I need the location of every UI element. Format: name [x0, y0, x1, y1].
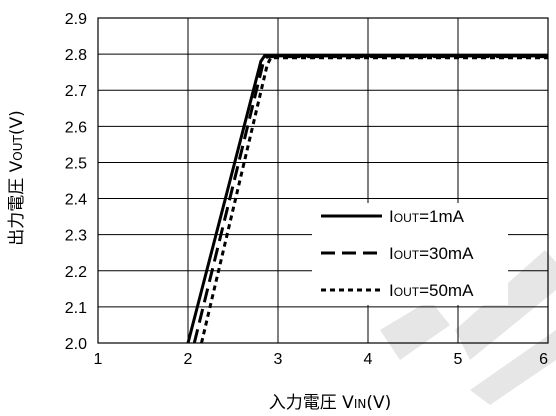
- plot-frame: [97, 17, 549, 344]
- x-axis-title: 入力電圧 VIN(V): [269, 393, 391, 413]
- y-tick-label: 2.7: [65, 83, 87, 100]
- x-tick-label: 4: [364, 351, 373, 368]
- y-tick-label: 2.6: [65, 119, 87, 136]
- y-tick-label: 2.1: [65, 300, 87, 317]
- y-tick-label: 2.8: [65, 47, 87, 64]
- y-tick-label: 2.2: [65, 264, 87, 281]
- legend-label-30mA: IOUT=30mA: [389, 244, 474, 263]
- x-tick-label: 1: [94, 351, 103, 368]
- y-tick-label: 2.0: [65, 336, 87, 353]
- legend-label-1mA: IOUT=1mA: [389, 207, 465, 226]
- legend-label-50mA: IOUT=50mA: [389, 281, 474, 300]
- y-tick-label: 2.4: [65, 192, 87, 209]
- x-tick-label: 6: [539, 351, 548, 368]
- y-tick-label: 2.9: [65, 11, 87, 28]
- series-lines: [186, 54, 548, 344]
- y-tick-label: 2.5: [65, 155, 87, 172]
- y-tick-labels: 2.0 2.1 2.2 2.3 2.4 2.5 2.6 2.7 2.8 2.9: [65, 11, 87, 353]
- legend: IOUT=1mA IOUT=30mA IOUT=50mA: [312, 203, 508, 305]
- x-tick-label: 2: [184, 351, 193, 368]
- y-axis-title: 出力電圧 VOUT(V): [7, 110, 27, 246]
- x-tick-label: 5: [454, 351, 463, 368]
- series-line-50ma: [200, 56, 548, 344]
- x-tick-labels: 1 2 3 4 5 6: [94, 351, 549, 368]
- series-line-1ma: [186, 54, 548, 344]
- y-tick-label: 2.3: [65, 228, 87, 245]
- x-tick-label: 3: [274, 351, 283, 368]
